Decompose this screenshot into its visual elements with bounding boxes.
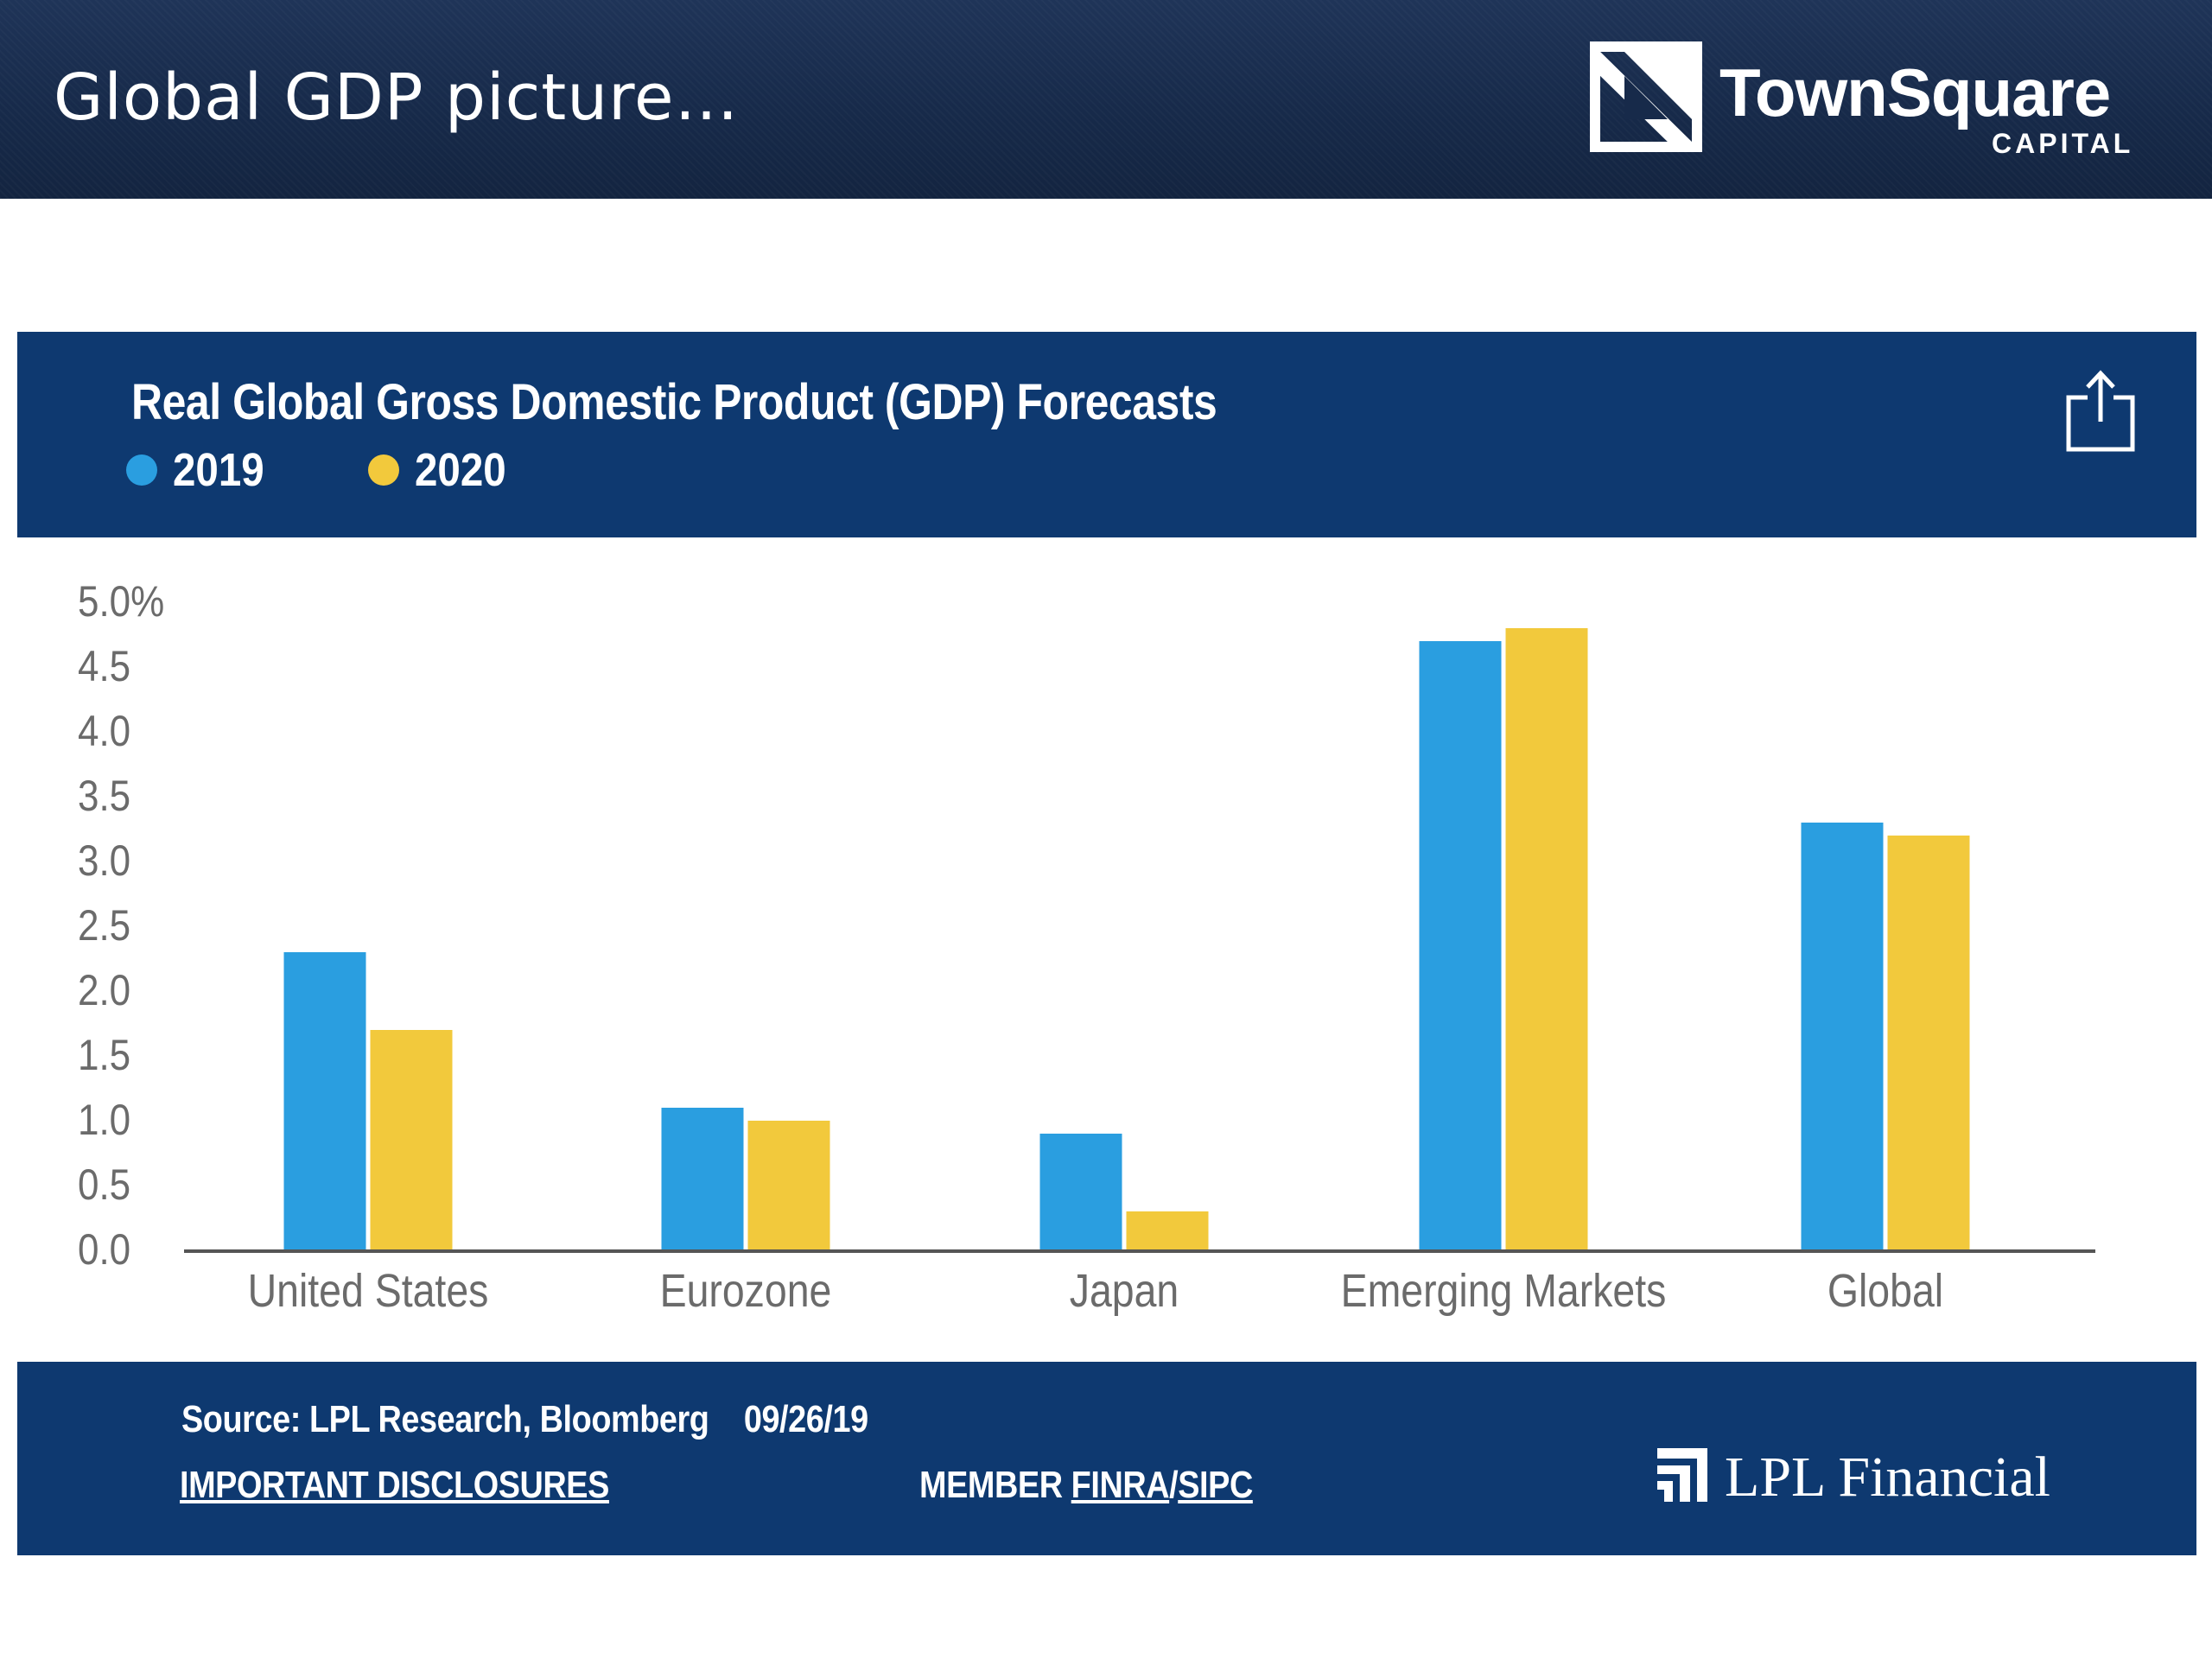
bar-2019-2 (1039, 1134, 1122, 1250)
bar-2019-3 (1419, 641, 1502, 1250)
legend-label-2019: 2019 (173, 444, 264, 496)
slide-title: Global GDP picture… (54, 60, 740, 135)
y-tick-label: 2.5 (78, 900, 130, 949)
chart-card: Real Global Gross Domestic Product (GDP)… (17, 332, 2196, 1555)
bar-chart: 0.0 0.5 1.0 1.5 2.0 2.5 3.0 3.5 4.0 4.5 5.0% United… (78, 576, 2095, 1317)
sipc-link[interactable]: SIPC (1178, 1464, 1253, 1506)
lpl-financial-name: LPL Financial (1725, 1446, 2050, 1509)
x-category-label: Emerging Markets (1341, 1264, 1667, 1317)
plot-area: 0.0 0.5 1.0 1.5 2.0 2.5 3.0 3.5 4.0 4.5 5.0% United… (17, 537, 2196, 1363)
y-tick-label: 3.5 (78, 771, 130, 819)
chart-title: Real Global Gross Domestic Product (GDP)… (131, 374, 1217, 430)
slide-header: Global GDP picture… TownSquare CAPITAL (0, 0, 2212, 199)
legend-dot-2019 (126, 454, 157, 486)
y-tick-label: 5.0% (78, 576, 164, 625)
x-category-label: Japan (1070, 1264, 1179, 1317)
bar-2020-0 (370, 1030, 453, 1250)
y-tick-label: 1.0 (78, 1095, 130, 1143)
bar-2019-0 (283, 952, 366, 1250)
x-category-label: Global (1827, 1264, 1943, 1317)
y-tick-label: 4.0 (78, 706, 130, 754)
bar-2020-2 (1126, 1211, 1209, 1250)
chart-card-header: Real Global Gross Domestic Product (GDP)… (17, 332, 2196, 537)
y-tick-label: 0.0 (78, 1224, 130, 1273)
y-tick-label: 3.0 (78, 836, 130, 884)
important-disclosures-link[interactable]: IMPORTANT DISCLOSURES (180, 1464, 609, 1506)
x-category-label: United States (248, 1264, 489, 1317)
y-tick-label: 2.0 (78, 965, 130, 1014)
legend-item-2020: 2020 (368, 444, 518, 496)
brand-subtitle: CAPITAL (1992, 128, 2134, 159)
brand-name: TownSquare (1719, 54, 2111, 130)
member-slash: / (1169, 1464, 1179, 1506)
source-note: Source: LPL Research, Bloomberg 09/26/19 (181, 1398, 868, 1440)
x-category-label: Eurozone (660, 1264, 832, 1317)
bar-2020-4 (1887, 836, 1970, 1250)
y-tick-label: 4.5 (78, 641, 130, 690)
legend-dot-2020 (368, 454, 399, 486)
chart-card-footer: Source: LPL Research, Bloomberg 09/26/19… (17, 1362, 2196, 1555)
member-line: MEMBER FINRA/SIPC (919, 1464, 1253, 1507)
finra-link[interactable]: FINRA (1071, 1464, 1170, 1506)
townsquare-logo-icon (1590, 41, 1702, 152)
bar-2020-1 (747, 1121, 830, 1250)
legend-item-2019: 2019 (126, 444, 276, 496)
y-tick-label: 0.5 (78, 1160, 130, 1208)
legend-label-2020: 2020 (415, 444, 506, 496)
bar-2019-1 (661, 1108, 744, 1250)
y-tick-label: 1.5 (78, 1030, 130, 1078)
bar-2019-4 (1801, 823, 1884, 1250)
lpl-logo-icon (1657, 1448, 1707, 1502)
bar-2020-3 (1505, 628, 1588, 1250)
member-prefix: MEMBER (919, 1464, 1071, 1506)
share-icon[interactable] (2062, 368, 2139, 454)
